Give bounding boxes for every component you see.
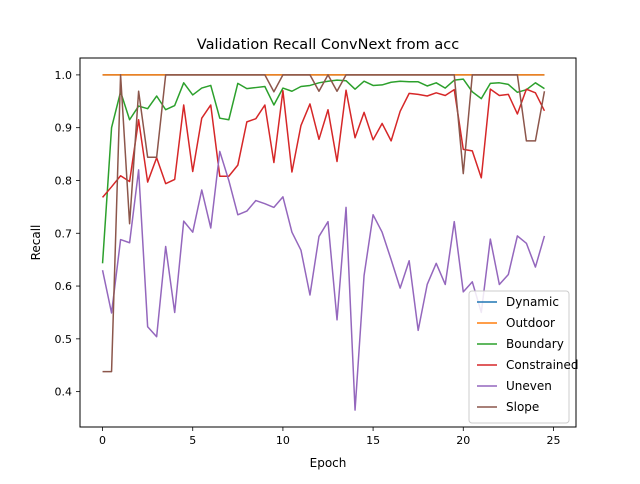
legend-label-boundary: Boundary <box>506 337 564 351</box>
y-tick-label: 0.5 <box>55 333 73 346</box>
y-tick-label: 0.9 <box>55 122 73 135</box>
legend-label-constrained: Constrained <box>506 358 579 372</box>
x-tick-label: 20 <box>456 434 470 447</box>
x-tick-label: 10 <box>276 434 290 447</box>
x-tick-label: 25 <box>546 434 560 447</box>
x-axis-label: Epoch <box>310 456 347 470</box>
series-line-uneven <box>101 150 546 411</box>
y-tick-label: 0.8 <box>55 174 73 187</box>
y-axis-label: Recall <box>29 225 43 261</box>
x-tick-label: 5 <box>189 434 196 447</box>
y-tick-label: 1.0 <box>55 69 73 82</box>
legend-label-outdoor: Outdoor <box>506 316 555 330</box>
legend-label-uneven: Uneven <box>506 379 552 393</box>
legend: Dynamic Outdoor Boundary Constrained Uneven S… <box>468 290 579 424</box>
legend-label-slope: Slope <box>506 400 539 414</box>
series-lines <box>101 74 546 411</box>
series-line-boundary <box>101 78 545 264</box>
y-tick-label: 0.7 <box>55 227 73 240</box>
y-tick-label: 0.4 <box>55 386 73 399</box>
y-axis: 0.4 0.5 0.6 0.7 0.8 0.9 1.0 <box>55 69 80 399</box>
chart-title: Validation Recall ConvNext from acc <box>197 37 459 53</box>
y-tick-label: 0.6 <box>55 280 73 293</box>
x-tick-label: 15 <box>366 434 380 447</box>
plot-frame <box>79 57 577 428</box>
series-line-constrained <box>101 88 546 198</box>
legend-label-dynamic: Dynamic <box>506 295 559 309</box>
series-line-slope <box>102 74 546 373</box>
x-tick-label: 0 <box>99 434 106 447</box>
x-axis: 0 5 10 15 20 25 <box>99 427 560 447</box>
legend-frame <box>468 290 570 424</box>
